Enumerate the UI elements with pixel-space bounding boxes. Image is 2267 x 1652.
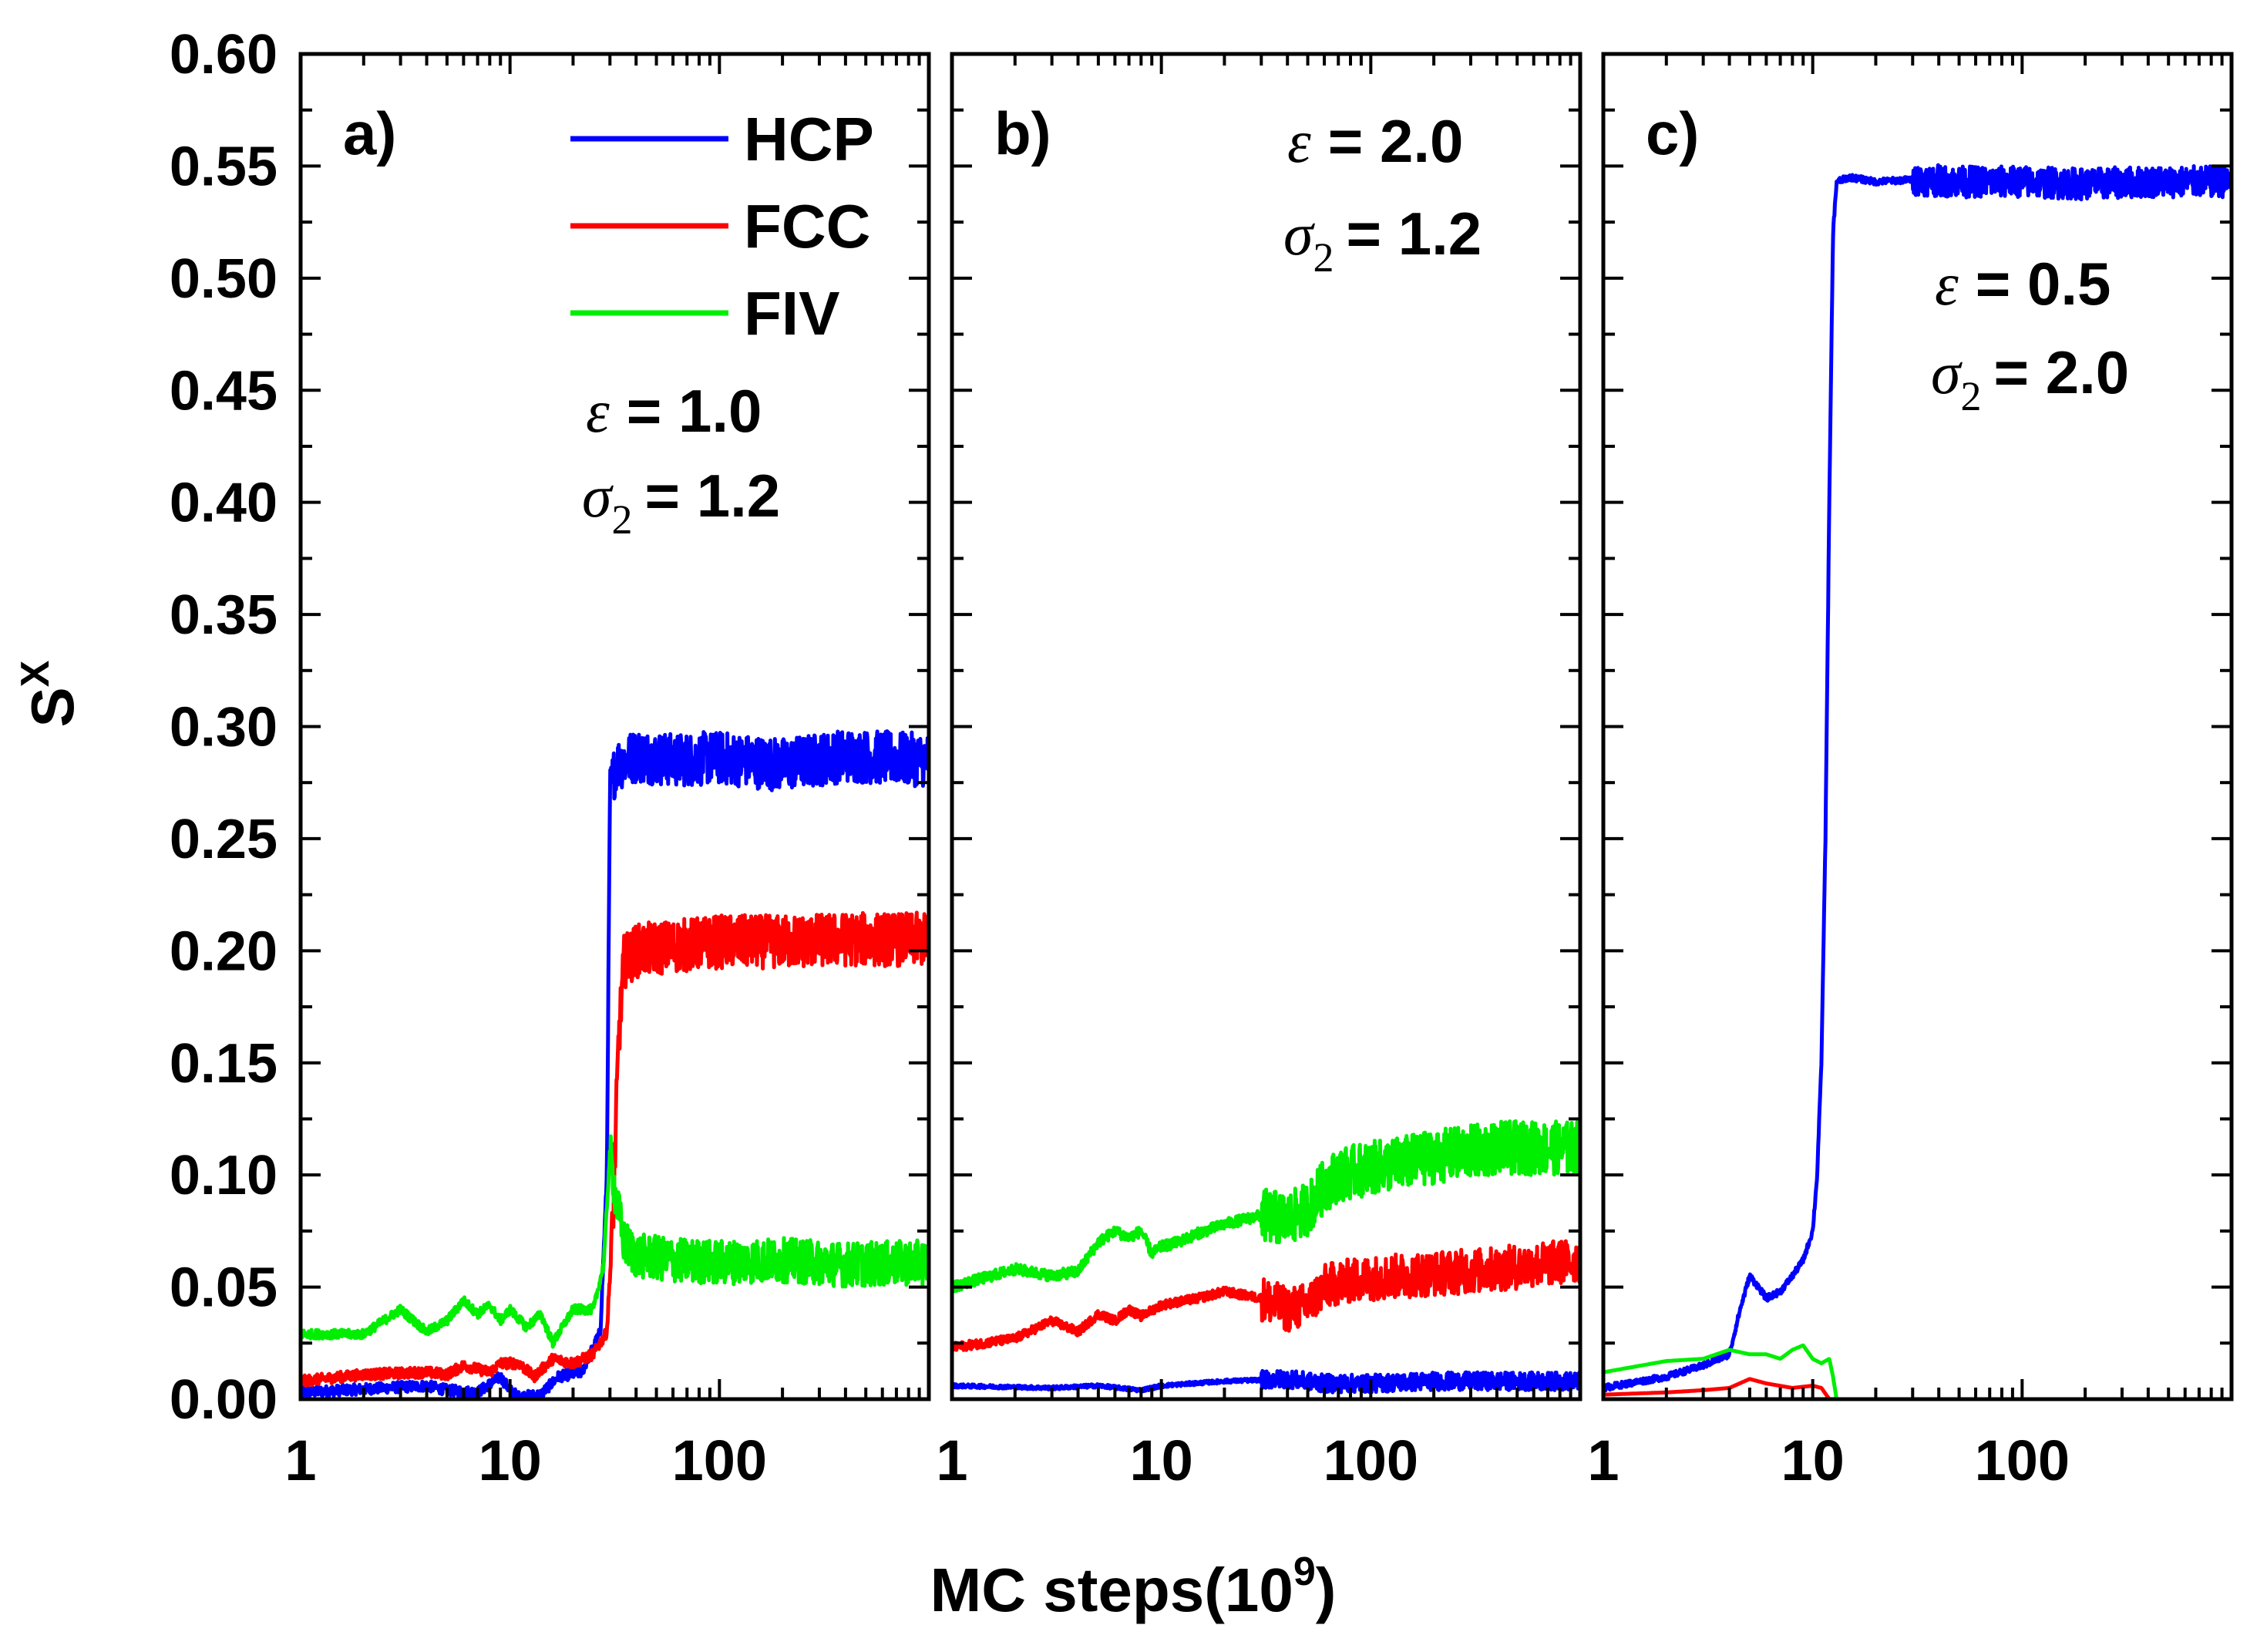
x-tick-label: 1 xyxy=(284,1428,316,1492)
y-tick-label: 0.55 xyxy=(170,136,277,197)
y-tick-label: 0.10 xyxy=(170,1145,277,1206)
epsilon-value: = 1.0 xyxy=(627,377,762,445)
series-line-fiv xyxy=(301,1134,929,1349)
sigma-annotation: σ2 = 2.0 xyxy=(1931,338,2129,419)
y-tick-label: 0.60 xyxy=(170,24,277,86)
legend-label: FCC xyxy=(744,192,870,261)
epsilon-annotation: ε = 2.0 xyxy=(1287,107,1463,175)
sigma-value: = 2.0 xyxy=(1993,338,2129,406)
sigma-value: = 1.2 xyxy=(1346,200,1482,267)
epsilon-symbol: ε xyxy=(1287,108,1311,175)
panel-3: 1 10 100 c) ε = 0.5σ2 = 2.0 xyxy=(1587,52,2234,1492)
sigma-symbol: σ xyxy=(582,463,614,530)
sigma-subscript: 2 xyxy=(1960,373,1981,419)
series-line-hcp xyxy=(1603,163,2232,1393)
legend: HCP FCC FIV xyxy=(570,105,874,348)
series-group xyxy=(952,1119,1580,1395)
x-tick-label: 1 xyxy=(936,1428,967,1492)
series-line-hcp xyxy=(952,1368,1580,1395)
sigma-annotation: σ2 = 1.2 xyxy=(582,462,780,543)
sigma-symbol: σ xyxy=(1931,339,1963,406)
panels-group: 1 10 100 0.00 0.05 0.10 0.15 0.20 0.25 0.30 0.35 0.… xyxy=(170,24,2234,1492)
series-group xyxy=(301,729,929,1399)
legend-label: HCP xyxy=(744,105,874,173)
tick-marks xyxy=(1602,52,2232,1401)
series-line-fcc xyxy=(952,1239,1580,1352)
epsilon-value: = 0.5 xyxy=(1976,250,2111,318)
y-tick-label: 0.05 xyxy=(170,1257,277,1319)
y-tick-label: 0.40 xyxy=(170,473,277,534)
y-tick-label: 0.45 xyxy=(170,360,277,422)
legend-item-fiv: FIV xyxy=(570,279,839,348)
epsilon-annotation: ε = 1.0 xyxy=(586,377,762,445)
panel-label: c) xyxy=(1646,99,1699,167)
series-line-fcc xyxy=(301,910,929,1388)
panel-label: b) xyxy=(994,99,1051,167)
y-tick-label: 0.25 xyxy=(170,809,277,870)
x-tick-label: 100 xyxy=(672,1428,767,1492)
y-tick-label: 0.50 xyxy=(170,248,277,310)
x-tick-label: 1 xyxy=(1587,1428,1619,1492)
x-tick-label: 100 xyxy=(1975,1428,2070,1492)
epsilon-symbol: ε xyxy=(586,378,610,445)
tick-marks xyxy=(299,52,929,1401)
y-tick-label: 0.00 xyxy=(170,1369,277,1431)
y-tick-label: 0.15 xyxy=(170,1033,277,1095)
sigma-subscript: 2 xyxy=(1313,234,1334,281)
x-axis-title-close: ) xyxy=(1316,1556,1337,1624)
tick-marks xyxy=(950,52,1580,1401)
y-axis-title-sup: X xyxy=(13,660,58,687)
x-axis-title-sup: 9 xyxy=(1293,1549,1316,1594)
y-tick-label: 0.35 xyxy=(170,584,277,646)
series-group xyxy=(1603,163,2232,1399)
sigma-annotation: σ2 = 1.2 xyxy=(1283,200,1482,281)
y-tick-label: 0.20 xyxy=(170,920,277,982)
series-line-fiv xyxy=(1603,1343,2232,1399)
sigma-value: = 1.2 xyxy=(644,462,780,530)
plot-frame xyxy=(1601,52,2234,1401)
sigma-symbol: σ xyxy=(1283,200,1315,267)
y-tick-label: 0.30 xyxy=(170,697,277,759)
series-line-fcc xyxy=(1603,1377,2232,1399)
series-line-fiv xyxy=(952,1119,1580,1294)
x-tick-label: 10 xyxy=(1130,1428,1193,1492)
legend-item-fcc: FCC xyxy=(570,192,870,261)
panel-label: a) xyxy=(343,99,396,167)
x-tick-label: 100 xyxy=(1324,1428,1418,1492)
sigma-subscript: 2 xyxy=(611,496,632,543)
x-tick-label: 10 xyxy=(479,1428,542,1492)
x-tick-label: 10 xyxy=(1781,1428,1845,1492)
epsilon-annotation: ε = 0.5 xyxy=(1935,250,2111,318)
epsilon-value: = 2.0 xyxy=(1328,107,1464,175)
panel-2: 1 10 100 b) ε = 2.0σ2 = 1.2 xyxy=(936,52,1583,1492)
panel-1: 1 10 100 0.00 0.05 0.10 0.15 0.20 0.25 0.30 0.35 0.… xyxy=(170,24,931,1492)
x-axis-title: MC steps(109) xyxy=(930,1549,1337,1624)
legend-item-hcp: HCP xyxy=(570,105,874,173)
legend-label: FIV xyxy=(744,279,839,348)
series-line-hcp xyxy=(301,729,929,1399)
y-axis-title: SX xyxy=(13,660,86,727)
epsilon-symbol: ε xyxy=(1935,251,1959,318)
